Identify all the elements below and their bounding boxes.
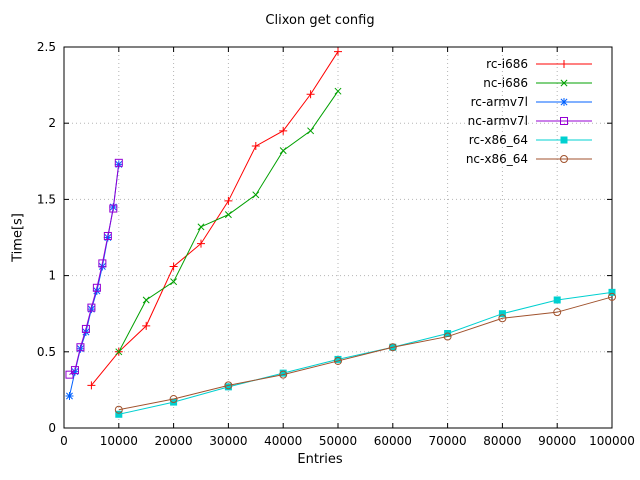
- marker-square-open: [98, 259, 107, 268]
- marker-cross: [279, 147, 287, 155]
- legend-label-nc-x86_64: nc-x86_64: [466, 152, 528, 166]
- marker-square-open: [76, 343, 85, 352]
- x-tick-label: 100000: [589, 434, 635, 448]
- x-tick-label: 10000: [100, 434, 138, 448]
- x-tick-label: 20000: [155, 434, 193, 448]
- marker-square-filled: [115, 410, 123, 418]
- marker-square-filled: [560, 136, 568, 144]
- marker-square-open: [92, 283, 101, 292]
- marker-cross: [307, 127, 315, 135]
- marker-square-filled: [498, 310, 506, 318]
- marker-square-filled: [608, 288, 616, 296]
- marker-circle-open: [388, 343, 397, 352]
- x-tick-label: 30000: [209, 434, 247, 448]
- marker-circle-open: [443, 332, 452, 341]
- legend-label-rc-i686: rc-i686: [486, 57, 528, 71]
- chart-title: Clixon get config: [265, 13, 375, 28]
- x-tick-label: 0: [60, 434, 68, 448]
- marker-cross: [170, 278, 178, 286]
- marker-circle-open: [560, 155, 568, 163]
- marker-square-open: [114, 158, 123, 167]
- marker-plus: [169, 262, 178, 271]
- y-tick-label: 1.5: [37, 192, 56, 206]
- plot-border: [63, 46, 613, 429]
- marker-circle-open: [169, 395, 178, 404]
- y-tick-label: 1: [48, 269, 56, 283]
- x-tick-label: 70000: [429, 434, 467, 448]
- y-tick-label: 0.5: [37, 345, 56, 359]
- x-tick-label: 80000: [483, 434, 521, 448]
- marker-circle-open: [553, 308, 562, 317]
- marker-plus: [197, 239, 205, 248]
- marker-plus: [560, 60, 568, 68]
- x-tick-label: 50000: [319, 434, 357, 448]
- marker-plus: [279, 126, 288, 135]
- marker-cross: [197, 223, 205, 231]
- series-line-nc-x86_64: [118, 296, 613, 411]
- marker-square-open: [65, 370, 74, 379]
- marker-circle-open: [279, 370, 288, 379]
- marker-square-open: [81, 324, 90, 333]
- marker-square-open: [70, 366, 79, 375]
- marker-circle-open: [224, 381, 233, 390]
- x-axis-label: Entries: [297, 452, 343, 467]
- series-line-nc-armv7l: [69, 162, 120, 376]
- marker-asterisk: [66, 392, 73, 400]
- y-tick-label: 2.5: [37, 40, 56, 54]
- marker-cross: [115, 348, 123, 356]
- marker-circle-open: [498, 314, 507, 323]
- marker-square-open: [87, 303, 96, 312]
- x-tick-label: 40000: [264, 434, 302, 448]
- marker-plus: [334, 47, 342, 56]
- marker-square-filled: [553, 296, 561, 304]
- marker-plus: [306, 90, 315, 99]
- series-line-nc-i686: [118, 90, 339, 353]
- marker-cross: [224, 211, 232, 219]
- marker-cross: [560, 79, 568, 87]
- marker-square-open: [103, 231, 112, 240]
- y-tick-label: 2: [48, 116, 56, 130]
- marker-circle-open: [608, 292, 616, 301]
- marker-square-filled: [224, 383, 232, 391]
- x-tick-label: 90000: [538, 434, 576, 448]
- legend-label-rc-x86_64: rc-x86_64: [469, 133, 528, 147]
- marker-circle-open: [114, 405, 123, 414]
- marker-plus: [142, 321, 151, 330]
- marker-square-filled: [334, 355, 342, 363]
- y-tick-label: 0: [48, 421, 56, 435]
- marker-plus: [87, 381, 96, 390]
- legend-label-rc-armv7l: rc-armv7l: [471, 95, 528, 109]
- marker-cross: [334, 87, 342, 95]
- marker-square-open: [109, 204, 118, 213]
- x-tick-label: 60000: [374, 434, 412, 448]
- marker-asterisk: [560, 98, 568, 106]
- series-line-rc-i686: [91, 51, 339, 386]
- legend-label-nc-i686: nc-i686: [483, 76, 528, 90]
- marker-square-open: [560, 117, 568, 125]
- marker-plus: [224, 196, 233, 205]
- marker-circle-open: [334, 356, 342, 365]
- marker-square-filled: [279, 369, 287, 377]
- marker-plus: [251, 142, 260, 151]
- marker-cross: [252, 191, 260, 199]
- legend-label-nc-armv7l: nc-armv7l: [468, 114, 528, 128]
- marker-cross: [142, 296, 150, 304]
- series-line-rc-x86_64: [118, 291, 613, 415]
